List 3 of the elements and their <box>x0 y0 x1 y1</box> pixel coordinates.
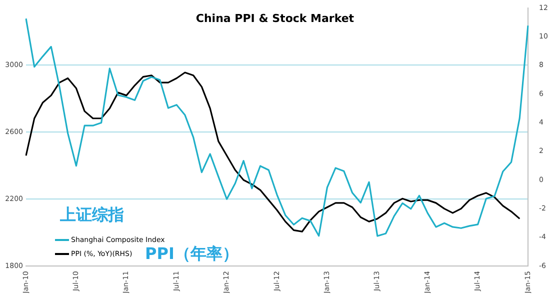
annotation: PPI（年率） <box>145 244 238 265</box>
annotation: 上证综指 <box>60 205 124 226</box>
chart-title: China PPI & Stock Market <box>194 12 356 25</box>
